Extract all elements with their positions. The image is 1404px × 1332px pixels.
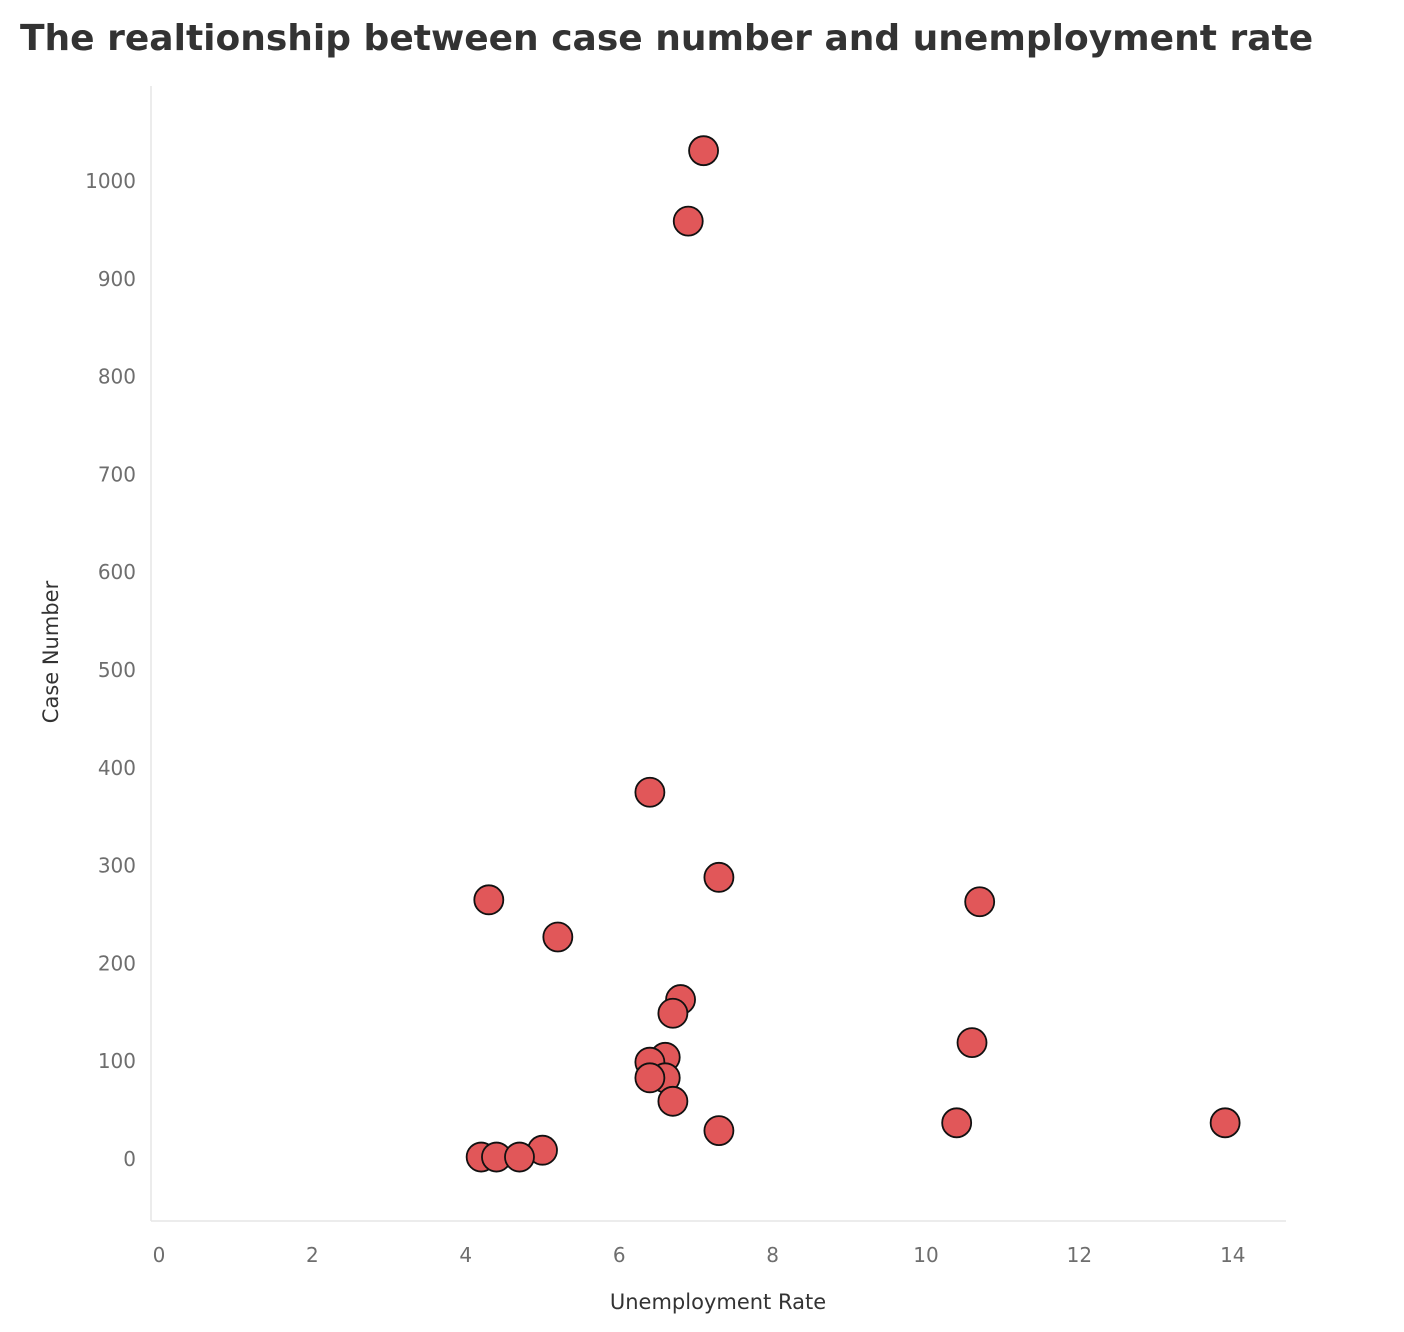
scatter-point[interactable] [542,921,574,953]
y-axis-title: Case Number [39,580,63,723]
y-tick-label: 1000 [85,169,136,193]
scatter-point[interactable] [504,1141,535,1173]
y-ticks: 0 100 200 300 400 500 600 700 800 900 1000 [85,169,136,1171]
y-tick-label: 600 [98,560,136,584]
y-tick-label: 700 [98,462,136,486]
x-tick-label: 4 [459,1243,472,1267]
scatter-point[interactable] [1209,1107,1241,1139]
x-tick-label: 2 [306,1243,319,1267]
scatter-point[interactable] [634,776,666,808]
scatter-point[interactable] [473,884,505,916]
y-tick-label: 200 [98,951,136,975]
scatter-point[interactable] [634,1062,666,1094]
data-points [465,135,1241,1173]
chart-title: The realtionship between case number and… [20,18,1314,59]
scatter-point[interactable] [703,861,735,893]
y-tick-label: 800 [98,365,136,389]
scatter-point[interactable] [672,205,704,237]
x-tick-label: 8 [766,1243,779,1267]
x-tick-label: 10 [913,1243,938,1267]
x-tick-label: 0 [153,1243,166,1267]
y-tick-label: 0 [123,1147,136,1171]
scatter-point[interactable] [956,1027,988,1059]
x-tick-label: 14 [1220,1243,1245,1267]
scatter-point[interactable] [688,135,719,167]
scatter-point[interactable] [657,1085,689,1117]
scatter-point[interactable] [657,997,689,1029]
x-axis-title: Unemployment Rate [610,1290,826,1314]
x-tick-label: 12 [1067,1243,1092,1267]
x-ticks: 0 2 4 6 8 10 12 14 [153,1243,1246,1267]
y-tick-label: 500 [98,658,136,682]
scatter-point[interactable] [941,1107,973,1139]
y-tick-label: 100 [98,1049,136,1073]
y-tick-label: 900 [98,267,136,291]
scatter-point[interactable] [703,1115,735,1147]
scatter-point[interactable] [964,886,996,918]
x-tick-label: 6 [613,1243,626,1267]
y-tick-label: 400 [98,756,136,780]
y-tick-label: 300 [98,854,136,878]
